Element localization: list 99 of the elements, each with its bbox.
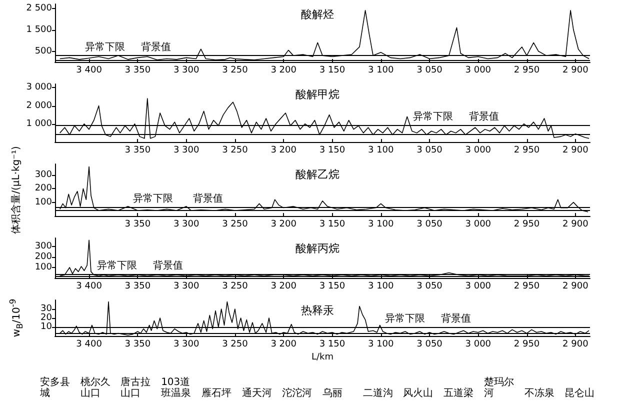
text: 不冻泉 (524, 387, 554, 399)
x-tick-label: 2 900 (562, 220, 589, 230)
x-tick-label: 3 150 (319, 146, 346, 156)
x-tick-label: 3 300 (173, 282, 200, 292)
ref-line-label: 异常下限 (413, 110, 453, 122)
y-tick-label: 1 500 (26, 24, 52, 35)
x-tick-label: 3 200 (270, 66, 297, 76)
text: 沱沱河 (282, 387, 312, 399)
x-tick-label: 3 250 (222, 66, 248, 76)
chart-title: 酸解甲烷 (296, 88, 340, 101)
text: 昆仑山 (564, 387, 595, 399)
x-tick-label: 2 950 (514, 220, 540, 230)
x-tick-label: 3 400 (76, 282, 102, 292)
y-axis-title: 体积含量/(μL·kg⁻¹) (10, 146, 23, 234)
y-tick-label: 300 (34, 241, 52, 252)
text: 通天河 (242, 387, 272, 399)
x-tick-label: 3 350 (124, 282, 151, 292)
chart-title: 酸解丙烷 (296, 242, 340, 255)
x-tick-label: 3 200 (270, 282, 297, 292)
ref-line-label: 异常下限 (97, 259, 137, 272)
y-tick-label: 500 (34, 46, 52, 56)
x-tick-label: 2 950 (514, 282, 540, 292)
text: 安多县城 (39, 376, 70, 399)
y-tick-label: 1 000 (26, 118, 52, 129)
ref-line-label: 背景值 (469, 110, 499, 122)
text: 桃尔久山口 (80, 376, 110, 399)
x-tick-label: 3 050 (416, 146, 443, 156)
x-tick-label: 3 300 (173, 340, 200, 350)
x-tick-label: 2 900 (562, 66, 589, 76)
y-tick-label: 200 (34, 252, 52, 262)
x-tick-label: 3 100 (368, 340, 394, 350)
text: 乌丽 (322, 387, 342, 399)
x-tick-label: 3 100 (368, 282, 394, 292)
y-tick-label: 200 (34, 184, 52, 194)
text: 五道梁 (444, 387, 474, 399)
x-tick-label: 2 950 (514, 146, 540, 156)
y-tick-label: 3 000 (26, 82, 52, 93)
ref-line-label: 异常下限 (385, 312, 425, 324)
y-tick-label: 2 500 (26, 3, 52, 14)
x-tick-label: 3 350 (124, 146, 151, 156)
ref-line-label: 背景值 (153, 259, 183, 272)
text: 楚玛尔河 (484, 376, 514, 399)
x-tick-label: 3 100 (368, 66, 394, 76)
x-tick-label: 3 200 (270, 220, 297, 230)
x-tick-label: 3 250 (222, 282, 248, 292)
x-tick-label: 3 100 (368, 146, 394, 156)
text: 风火山 (403, 387, 434, 399)
x-tick-label: 3 200 (270, 146, 297, 156)
x-tick-label: 3 350 (124, 340, 151, 350)
x-axis-title: L/km (311, 352, 334, 362)
ref-line-label: 背景值 (141, 41, 171, 54)
text: 103道班温泉 (161, 376, 192, 399)
ref-line-label: 异常下限 (133, 192, 173, 205)
x-tick-label: 2 900 (562, 340, 589, 350)
x-tick-label: 2 950 (514, 340, 540, 350)
y-tick-label: 20 (40, 313, 52, 323)
chart-title: 酸解乙烷 (296, 168, 340, 181)
x-tick-label: 3 350 (124, 66, 151, 76)
x-tick-label: 3 000 (465, 146, 492, 156)
x-tick-label: 3 150 (319, 340, 346, 350)
x-tick-label: 3 350 (124, 220, 151, 230)
x-tick-label: 3 300 (173, 146, 200, 156)
x-tick-label: 3 250 (222, 146, 248, 156)
x-tick-label: 3 300 (173, 220, 200, 230)
text: 二道沟 (362, 387, 393, 399)
x-tick-label: 3 150 (319, 220, 346, 230)
x-tick-label: 3 200 (270, 340, 297, 350)
y-tick-label: 100 (34, 262, 52, 272)
x-tick-label: 3 000 (465, 282, 492, 292)
y-tick-label: 30 (40, 304, 52, 314)
chart-title: 酸解烃 (301, 8, 334, 21)
ref-line-label: 异常下限 (85, 41, 125, 54)
x-tick-label: 3 150 (319, 282, 346, 292)
x-tick-label: 3 050 (416, 66, 443, 76)
x-tick-label: 3 050 (416, 282, 443, 292)
x-tick-label: 2 900 (562, 282, 589, 292)
ref-line-label: 背景值 (193, 192, 223, 205)
x-tick-label: 3 100 (368, 220, 394, 230)
x-tick-label: 3 000 (465, 340, 492, 350)
x-tick-label: 3 150 (319, 66, 346, 76)
x-tick-label: 3 050 (416, 340, 443, 350)
x-tick-label: 2 900 (562, 146, 589, 156)
y-tick-label: 10 (40, 322, 52, 332)
x-tick-label: 3 050 (416, 220, 443, 230)
x-tick-label: 3 400 (76, 340, 102, 350)
text: 唐古拉山口 (120, 376, 151, 399)
x-tick-label: 3 300 (173, 66, 200, 76)
x-tick-label: 3 000 (465, 66, 492, 76)
ref-line-label: 背景值 (441, 312, 471, 324)
x-tick-label: 2 950 (514, 66, 540, 76)
chart-title: 热释汞 (301, 304, 334, 317)
x-tick-label: 3 000 (465, 220, 492, 230)
y-tick-label: 300 (34, 170, 52, 180)
y-tick-label: 2 000 (26, 100, 52, 111)
x-tick-label: 3 400 (76, 66, 102, 76)
x-tick-label: 3 250 (222, 220, 248, 230)
y-tick-label: 100 (34, 197, 52, 208)
x-tick-label: 3 250 (222, 340, 248, 350)
text: 雁石坪 (201, 387, 232, 399)
